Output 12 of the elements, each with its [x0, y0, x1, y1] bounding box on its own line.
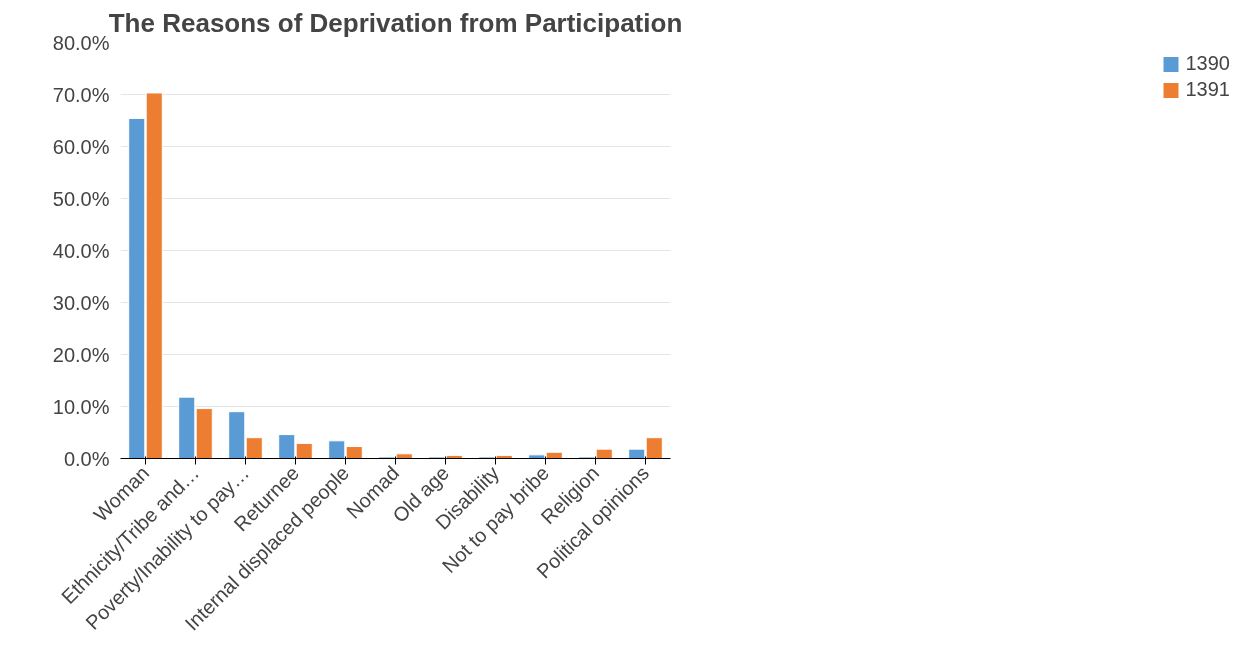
y-tick-label: 70.0%: [52, 83, 110, 106]
y-tick-label: 20.0%: [52, 343, 110, 366]
y-tick-label: 80.0%: [52, 31, 110, 54]
y-tick-label: 60.0%: [52, 135, 110, 158]
legend-label: 1391: [1185, 78, 1230, 101]
y-tick-label: 10.0%: [52, 395, 110, 418]
y-tick-label: 30.0%: [52, 291, 110, 314]
y-tick-label: 0.0%: [63, 447, 110, 470]
chart-title: The Reasons of Deprivation from Participation: [108, 7, 683, 38]
y-tick-label: 50.0%: [52, 187, 110, 210]
y-tick-label: 40.0%: [52, 239, 110, 262]
legend-label: 1390: [1185, 52, 1230, 75]
